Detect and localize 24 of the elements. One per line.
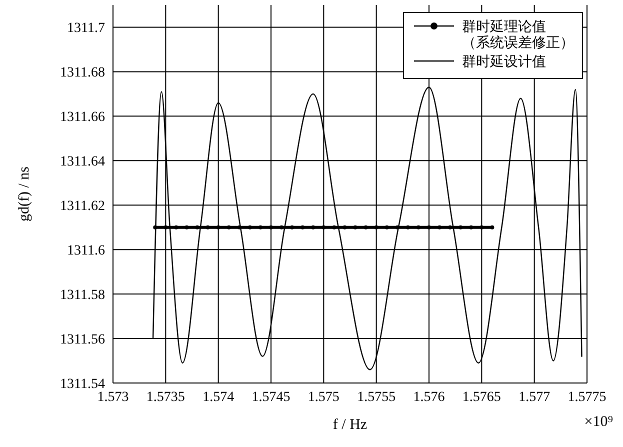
y-tick-label: 1311.54 xyxy=(60,376,105,392)
y-tick-label: 1311.58 xyxy=(60,288,105,304)
x-tick-label: 1.577 xyxy=(518,390,550,405)
y-tick-label: 1311.68 xyxy=(60,66,105,81)
y-tick-label: 1311.64 xyxy=(60,154,105,170)
x-tick-label: 1.573 xyxy=(97,390,129,405)
x-tick-label: 1.5735 xyxy=(146,390,185,405)
x-tick-label: 1.574 xyxy=(202,390,234,405)
y-tick-label: 1311.62 xyxy=(60,199,105,214)
x-tick-label: 1.5765 xyxy=(462,390,501,405)
y-tick-label: 1311.66 xyxy=(60,110,105,126)
x-tick-label: 1.5755 xyxy=(357,390,396,405)
x-axis-title: f / Hz xyxy=(332,417,368,433)
x-tick-label: 1.5745 xyxy=(252,390,290,405)
y-tick-label: 1311.56 xyxy=(60,332,105,348)
x-tick-label: 1.575 xyxy=(308,390,340,405)
y-tick-label: 1311.6 xyxy=(67,244,105,259)
x-tick-label: 1.576 xyxy=(413,390,445,405)
text: ×10⁹ xyxy=(584,414,613,431)
y-axis-title: gd(f) / ns xyxy=(16,166,32,222)
x-tick-label: 1.5775 xyxy=(568,390,606,405)
legend-label: 群时延理论值（系统误差修正） xyxy=(462,20,574,52)
y-tick-label: 1311.7 xyxy=(67,21,105,36)
legend-label: 群时延设计值 xyxy=(462,55,546,71)
